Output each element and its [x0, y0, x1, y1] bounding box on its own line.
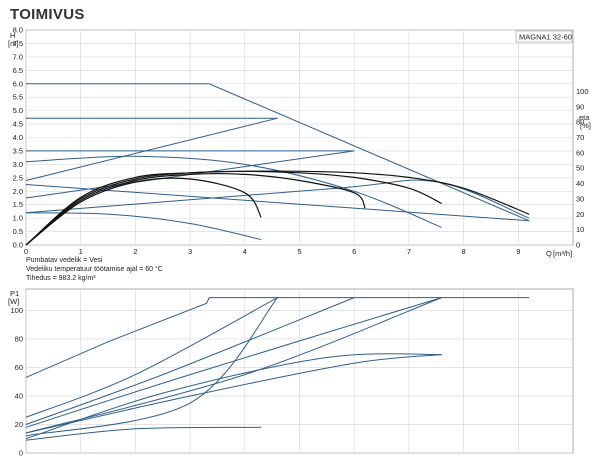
model-label-box: [515, 30, 573, 43]
x-axis-label: Q: [546, 249, 552, 258]
p1-axis-unit: [W]: [8, 297, 19, 306]
x-tick-label: 2: [133, 247, 137, 256]
y-tick-label: 5.5: [13, 93, 23, 102]
head-chart-grid: [25, 29, 573, 246]
eta-tick-label: 60: [576, 148, 584, 157]
y-tick-label: 3.0: [13, 160, 23, 169]
power-chart-grid: [25, 289, 573, 454]
power-curve-4: [25, 297, 442, 434]
y-tick-label: 7.5: [13, 39, 23, 48]
p1-tick-label: 100: [10, 306, 23, 315]
x-axis-unit: [m³/h]: [553, 249, 572, 258]
brand-title: TOIMIVUS: [10, 6, 85, 23]
power-curve-7: [25, 354, 442, 434]
y-tick-label: 2.0: [13, 187, 23, 196]
y-tick-label: 6.0: [13, 79, 23, 88]
power-curve-0: [25, 297, 530, 378]
head-curve-7: [25, 155, 442, 228]
power-curve-6: [25, 353, 442, 440]
eta-tick-label: 50: [576, 164, 584, 173]
eta-tick-label: 0: [576, 241, 580, 250]
head-chart: 0 1 2 3 4 5 6 7 8 9 0.0 0.5 1.0 1.5 2.0 2.5 3.0 3.5 4.0 4.5…: [8, 26, 591, 259]
y-tick-label: 5.0: [13, 106, 23, 115]
p1-tick-label: 60: [15, 363, 23, 372]
y-tick-label: 0.0: [13, 241, 23, 250]
power-curve-1: [25, 297, 278, 418]
x-tick-label: 6: [352, 247, 356, 256]
p1-tick-label: 20: [15, 420, 23, 429]
head-chart-ticks: 0 1 2 3 4 5 6 7 8 9 0.0 0.5 1.0 1.5 2.0 2.5 3.0 3.5 4.0 4.5…: [13, 26, 589, 257]
x-tick-label: 4: [243, 247, 247, 256]
y-tick-label: 6.5: [13, 66, 23, 75]
efficiency-curve-12: [25, 170, 530, 246]
head-curve-6: [25, 179, 530, 219]
x-tick-label: 5: [297, 247, 301, 256]
note-fluid: Pumbatav vedelik = Vesi: [26, 257, 103, 264]
eta-tick-label: 70: [576, 133, 584, 142]
eta-tick-label: 10: [576, 225, 584, 234]
power-curve-2: [25, 297, 355, 425]
y2-axis-unit: [%]: [580, 121, 591, 130]
eta-tick-label: 80: [576, 118, 584, 127]
y-axis-unit: [m]: [8, 39, 18, 48]
power-chart: 0 20 40 60 80 100 P1 [W]: [8, 288, 574, 458]
y-tick-label: 4.0: [13, 133, 23, 142]
eta-tick-label: 40: [576, 179, 584, 188]
power-curve-5: [25, 297, 278, 437]
y-tick-label: 0.5: [13, 227, 23, 236]
y-tick-label: 8.0: [13, 26, 23, 35]
y-tick-label: 7.0: [13, 52, 23, 61]
model-label: MAGNA1 32-60: [519, 33, 572, 42]
x-tick-label: 3: [188, 247, 192, 256]
fluid-notes: Pumbatav vedelik = Vesi Vedeliku tempera…: [26, 257, 163, 282]
x-tick-label: 8: [462, 247, 466, 256]
power-curve-3: [25, 297, 442, 428]
head-chart-curves: [25, 83, 530, 246]
y-tick-label: 1.5: [13, 200, 23, 209]
power-chart-curves: [25, 297, 530, 441]
power-chart-ticks: 0 20 40 60 80 100: [10, 306, 23, 458]
head-curve-0: [26, 83, 530, 222]
p1-tick-label: 0: [19, 449, 23, 458]
y-tick-label: 1.0: [13, 214, 23, 223]
power-curve-8: [25, 426, 262, 441]
efficiency-curve-9: [25, 177, 262, 246]
p1-axis-label: P1: [10, 289, 19, 298]
head-curve-4: [25, 117, 278, 181]
note-density: Tihedus = 983.2 kg/m³: [26, 275, 96, 282]
head-curve-8: [25, 212, 262, 241]
y-tick-label: 2.5: [13, 173, 23, 182]
x-tick-label: 1: [79, 247, 83, 256]
y-axis-label: H: [10, 31, 15, 40]
eta-tick-label: 100: [576, 87, 589, 96]
x-tick-label: 7: [407, 247, 411, 256]
eta-tick-label: 90: [576, 102, 584, 111]
eta-tick-label: 30: [576, 194, 584, 203]
p1-tick-label: 40: [15, 391, 23, 400]
x-tick-label: 0: [24, 247, 28, 256]
x-tick-label: 9: [516, 247, 520, 256]
y2-axis-label: eta: [579, 113, 590, 122]
note-temperature: Vedeliku temperatuur töötamise ajal = 60…: [26, 265, 163, 273]
efficiency-curve-10: [25, 172, 366, 246]
p1-tick-label: 80: [15, 334, 23, 343]
eta-tick-label: 20: [576, 210, 584, 219]
y-tick-label: 4.5: [13, 120, 23, 129]
y-tick-label: 3.5: [13, 146, 23, 155]
head-curve-3: [25, 184, 530, 222]
